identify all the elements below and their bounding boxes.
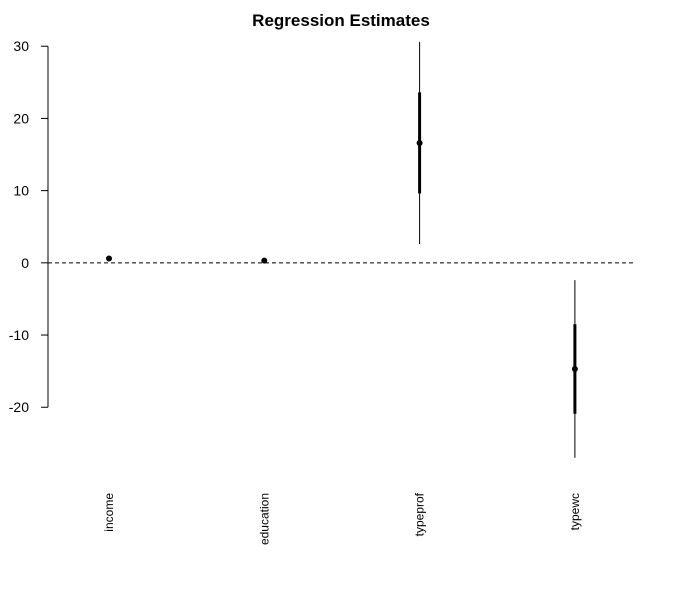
y-tick-label: 20 <box>13 110 29 126</box>
category-label: income <box>102 493 116 532</box>
estimate-point <box>261 257 268 264</box>
category-label: typewc <box>568 493 582 530</box>
estimate-point <box>106 255 112 262</box>
category-label: education <box>257 493 271 545</box>
estimate-point <box>571 365 578 372</box>
y-tick-label: -10 <box>9 327 29 343</box>
estimate-marks <box>106 41 578 458</box>
y-tick-label: -20 <box>9 399 29 415</box>
chart-title: Regression Estimates <box>252 11 430 30</box>
category-labels: income education typeprof typewc <box>102 492 582 545</box>
y-tick-label: 30 <box>13 38 29 54</box>
y-axis: -20 -10 0 10 20 30 <box>9 38 49 415</box>
y-tick-label: 0 <box>21 255 29 271</box>
estimate-point <box>416 139 423 146</box>
y-tick-label: 10 <box>13 183 29 199</box>
category-label: typeprof <box>413 492 427 536</box>
